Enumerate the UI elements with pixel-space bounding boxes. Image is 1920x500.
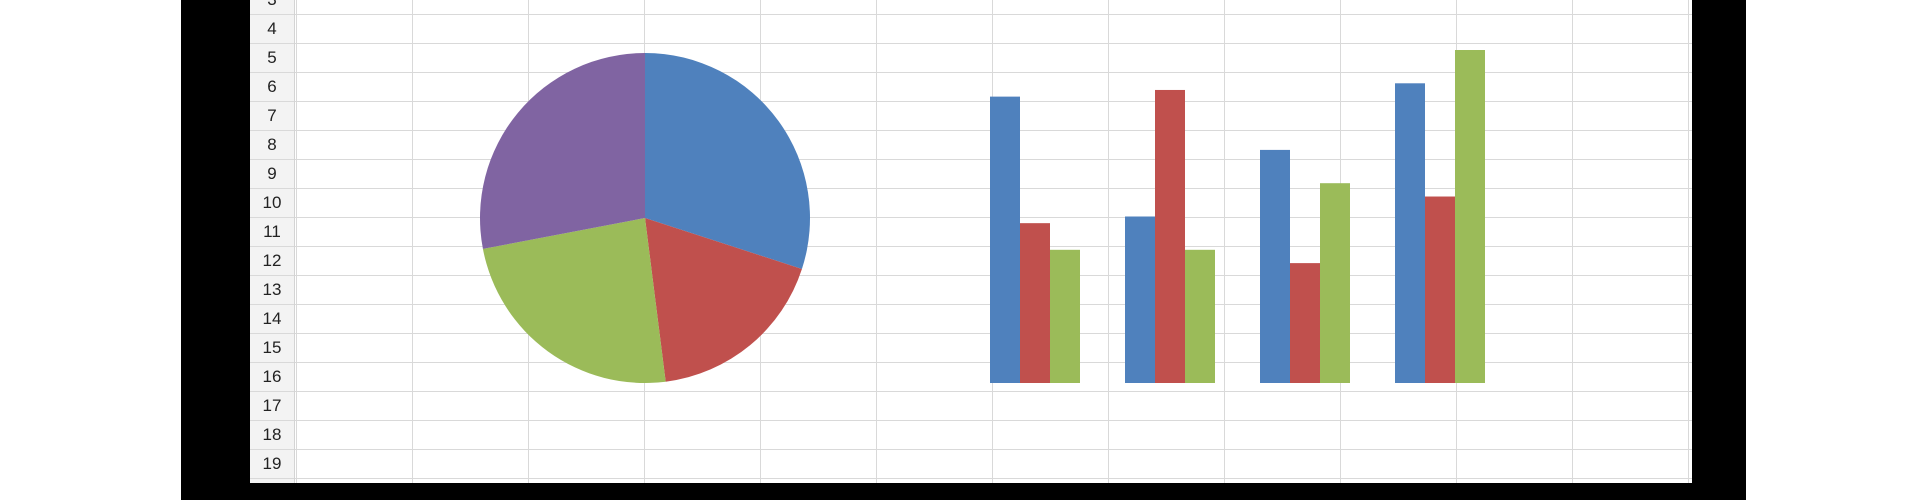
- row-header[interactable]: 12: [250, 247, 294, 276]
- bar-group-1-series-3[interactable]: [1050, 249, 1080, 383]
- row-header[interactable]: 9: [250, 160, 294, 189]
- bar-group-2-series-1[interactable]: [1125, 216, 1155, 384]
- row-header[interactable]: 7: [250, 102, 294, 131]
- bar-group-4-series-1[interactable]: [1395, 83, 1425, 384]
- bar-group-3-series-2[interactable]: [1290, 263, 1320, 383]
- bar-group-4-series-3[interactable]: [1455, 50, 1485, 383]
- row-header[interactable]: 10: [250, 189, 294, 218]
- row-header[interactable]: 17: [250, 392, 294, 421]
- row-header[interactable]: 19: [250, 450, 294, 479]
- row-header[interactable]: 15: [250, 334, 294, 363]
- row-header[interactable]: 14: [250, 305, 294, 334]
- bar-group-2-series-3[interactable]: [1185, 249, 1215, 383]
- row-header-column: 345678910111213141516171819: [250, 0, 295, 483]
- pie-slice-4[interactable]: [480, 53, 645, 249]
- row-header[interactable]: 4: [250, 15, 294, 44]
- row-header[interactable]: 8: [250, 131, 294, 160]
- pie-slice-1[interactable]: [645, 53, 810, 269]
- pie-chart[interactable]: [250, 0, 1692, 483]
- row-header[interactable]: 16: [250, 363, 294, 392]
- bar-group-4-series-2[interactable]: [1425, 196, 1455, 383]
- bar-chart[interactable]: [250, 0, 1692, 483]
- row-header[interactable]: 13: [250, 276, 294, 305]
- bar-group-1-series-2[interactable]: [1020, 223, 1050, 383]
- row-header[interactable]: 3: [250, 0, 294, 15]
- row-header[interactable]: 5: [250, 44, 294, 73]
- bar-group-3-series-3[interactable]: [1320, 183, 1350, 383]
- row-header[interactable]: 6: [250, 73, 294, 102]
- bar-group-3-series-1[interactable]: [1260, 149, 1290, 383]
- bar-group-2-series-2[interactable]: [1155, 89, 1185, 384]
- bar-group-1-series-1[interactable]: [990, 96, 1020, 384]
- row-header[interactable]: 18: [250, 421, 294, 450]
- pie-slice-2[interactable]: [645, 218, 802, 382]
- pie-slice-3[interactable]: [482, 218, 666, 383]
- row-header[interactable]: 11: [250, 218, 294, 247]
- spreadsheet-grid[interactable]: 345678910111213141516171819: [250, 0, 1692, 483]
